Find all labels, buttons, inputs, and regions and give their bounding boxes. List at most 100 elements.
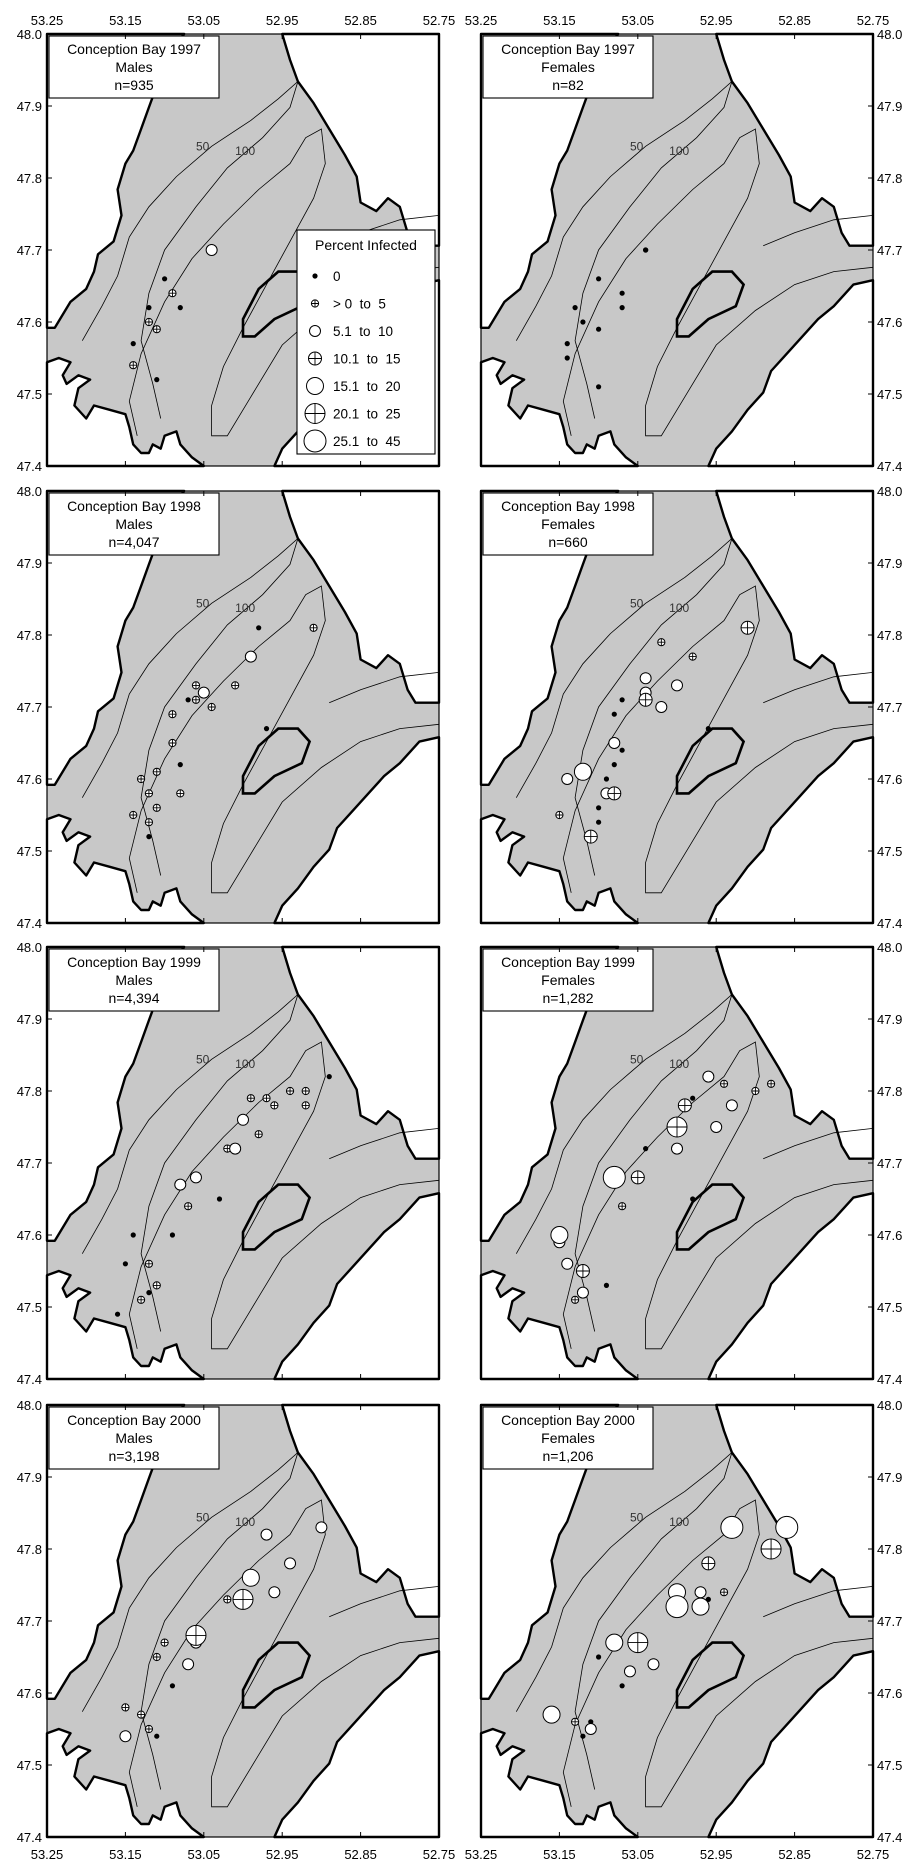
panel-sample-size: n=3,198: [109, 1448, 160, 1464]
panel-title-box: [482, 1406, 654, 1470]
sample-point-cross: [627, 1632, 648, 1653]
x-tick-label: 53.15: [109, 13, 142, 28]
legend-symbol: [303, 429, 327, 453]
sample-point-cross: [584, 830, 598, 844]
land-mass: [479, 813, 639, 925]
legend-label: 15.1 to 20: [333, 379, 401, 394]
depth-contour-100: [763, 215, 874, 247]
y-tick-label: 47.7: [877, 700, 902, 715]
sample-point-cross: [168, 710, 177, 718]
sample-point-cross: [639, 693, 653, 707]
sample-point-zero: [162, 276, 168, 282]
contour-label-100: 100: [669, 1515, 689, 1529]
sample-point-cross: [555, 811, 563, 819]
x-tick-label: 53.05: [622, 13, 655, 28]
sample-point: [725, 1099, 738, 1112]
y-tick-label: 48.0: [17, 1398, 42, 1413]
sample-point-cross: [129, 361, 137, 369]
panel-title: Conception Bay 2000: [67, 1412, 201, 1428]
x-tick-label: 53.25: [465, 1847, 498, 1862]
land-mass: [273, 1192, 441, 1381]
deep-basin-contour: [241, 727, 312, 795]
sample-point-cross: [153, 768, 161, 776]
depth-contour-100: [562, 1041, 874, 1350]
panel-sex: Males: [115, 1430, 152, 1446]
land-mass: [45, 356, 205, 468]
y-tick-label: 47.7: [17, 700, 42, 715]
y-tick-label: 48.0: [877, 27, 902, 42]
x-tick-label: 52.75: [857, 1847, 890, 1862]
sample-point-zero: [256, 625, 262, 631]
depth-contour-50: [515, 993, 733, 1332]
sample-point-zero: [588, 1719, 594, 1725]
y-tick-label: 47.4: [877, 916, 902, 931]
y-tick-label: 47.8: [877, 628, 902, 643]
panel-title: Conception Bay 1999: [501, 954, 635, 970]
y-tick-label: 47.4: [877, 1372, 902, 1387]
sample-point-zero: [169, 1683, 176, 1689]
sample-point: [702, 1070, 715, 1083]
map-panel: 50 100 Conception Bay 1997 Females n=82 48.0 4…: [465, 13, 903, 474]
y-tick-label: 47.9: [877, 1470, 902, 1485]
legend-symbol-cross: [308, 352, 322, 365]
depth-contour-100: [763, 672, 874, 704]
y-tick-label: 47.6: [17, 772, 42, 787]
sample-point-zero: [114, 1311, 121, 1317]
depth-contour-100: [128, 1041, 440, 1350]
contour-label-100: 100: [669, 144, 689, 158]
y-tick-label: 47.7: [877, 1614, 902, 1629]
sample-point-cross: [720, 1080, 728, 1088]
y-tick-label: 47.5: [877, 1758, 902, 1773]
sample-point: [315, 1521, 328, 1534]
sample-point-cross: [185, 1625, 206, 1646]
map-panel: 50 100 Conception Bay 1999 Females n=1,282 48…: [479, 940, 902, 1387]
y-tick-label: 47.5: [17, 1300, 42, 1315]
map-panel: 50 100 Conception Bay 1998 Males n=4,047 48.0…: [17, 484, 441, 931]
depth-contour-100: [763, 1128, 874, 1160]
y-tick-label: 47.8: [877, 171, 902, 186]
x-tick-label: 52.75: [423, 1847, 456, 1862]
sample-point-zero: [619, 747, 625, 753]
y-tick-label: 47.7: [877, 243, 902, 258]
sample-point-cross: [571, 1718, 579, 1726]
sample-point-zero: [596, 326, 602, 332]
sample-point-cross: [689, 653, 697, 661]
y-tick-label: 47.9: [877, 1012, 902, 1027]
land-mass: [707, 1192, 875, 1381]
sample-point-cross: [153, 325, 161, 333]
sample-point-zero: [146, 834, 152, 840]
panel-title-box: [482, 492, 654, 556]
y-tick-label: 47.4: [17, 916, 42, 931]
x-tick-label: 53.25: [465, 13, 498, 28]
sample-point-cross: [129, 811, 137, 819]
depth-contour-50: [81, 1451, 299, 1790]
panel-sample-size: n=1,206: [543, 1448, 594, 1464]
y-tick-label: 48.0: [877, 1398, 902, 1413]
x-tick-label: 53.25: [31, 1847, 64, 1862]
sample-point: [605, 1633, 624, 1652]
sample-point-zero: [177, 762, 183, 768]
sample-point-zero: [611, 711, 617, 717]
panel-title-box: [48, 492, 220, 556]
panel-sex: Females: [541, 972, 595, 988]
sample-point-zero: [596, 276, 602, 282]
x-tick-label: 52.75: [857, 13, 890, 28]
sample-point: [775, 1515, 799, 1539]
deep-basin-contour: [675, 727, 746, 795]
sample-point-zero: [185, 697, 191, 703]
sample-point-cross: [678, 1098, 692, 1112]
sample-point-cross: [741, 621, 755, 635]
sample-point: [710, 1121, 723, 1133]
sample-point-cross: [145, 1725, 153, 1733]
y-tick-label: 47.8: [17, 171, 42, 186]
y-tick-label: 48.0: [17, 484, 42, 499]
sample-point: [268, 1586, 281, 1599]
legend-label: > 0 to 5: [333, 297, 386, 312]
sample-point: [550, 1226, 569, 1244]
legend-label: 5.1 to 10: [333, 324, 393, 339]
sample-point: [691, 1597, 710, 1616]
legend-symbol-cross: [311, 299, 319, 308]
land-mass: [707, 1650, 875, 1839]
panel-title-box: [48, 1406, 220, 1470]
sample-point-cross: [161, 1639, 169, 1647]
